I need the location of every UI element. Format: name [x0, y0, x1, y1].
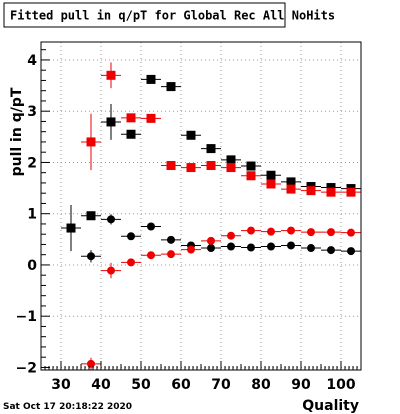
data-point: [147, 251, 155, 260]
data-point: [207, 244, 215, 253]
data-point: [267, 227, 275, 236]
data-point: [147, 222, 155, 231]
data-point: [307, 228, 315, 237]
timestamp: Sat Oct 17 20:18:22 2020: [3, 402, 132, 412]
title-box: Fitted pull in q/pT for Global Rec All N…: [3, 2, 335, 28]
x-tick-label: 40: [91, 377, 111, 393]
title-frame: [3, 2, 286, 28]
data-point: [246, 171, 256, 181]
data-point: [66, 223, 76, 233]
data-point: [206, 144, 216, 154]
data-point: [227, 242, 235, 251]
data-point: [286, 177, 296, 187]
data-point: [146, 113, 156, 123]
chart-title: Fitted pull in q/pT for Global Rec All N…: [10, 9, 335, 23]
data-point: [106, 70, 116, 80]
data-point: [286, 184, 296, 194]
data-point: [226, 155, 236, 165]
data-point: [266, 179, 276, 189]
data-point: [226, 163, 236, 173]
data-point: [127, 232, 135, 241]
data-point: [247, 226, 255, 235]
data-point: [167, 250, 175, 259]
data-point: [307, 244, 315, 253]
y-tick-label: 4: [27, 53, 37, 69]
data-point: [207, 236, 215, 245]
y-tick-label: −1: [16, 309, 37, 325]
axes: 30 40 50 60 70 80 90 100 −2 −1 0 1 2 3 4: [16, 49, 362, 393]
data-point: [246, 161, 256, 171]
data-point: [166, 82, 176, 92]
y-tick-label: 2: [27, 155, 37, 171]
y-tick-label: 1: [27, 207, 37, 223]
x-tick-label: 70: [211, 377, 231, 393]
grid: [41, 42, 361, 370]
data-point: [87, 252, 95, 261]
y-tick-label: 3: [27, 104, 37, 120]
data-point: [327, 228, 335, 237]
data-point: [267, 242, 275, 251]
x-tick-label: 30: [51, 377, 71, 393]
y-tick-label: 0: [27, 258, 37, 274]
x-tick-label: 90: [291, 377, 311, 393]
y-axis-label: pull in q/pT: [9, 87, 25, 176]
x-axis-label: Quality: [302, 398, 359, 414]
series-red-circle: [81, 226, 361, 370]
y-tick-label: −2: [16, 360, 37, 376]
series-black-circle: [81, 214, 361, 263]
data-point: [186, 163, 196, 173]
data-point: [166, 161, 176, 171]
x-tick-label: 60: [171, 377, 191, 393]
data-point: [206, 161, 216, 171]
data-point: [287, 226, 295, 235]
data-point: [106, 117, 116, 127]
data-point: [326, 183, 336, 193]
data-point: [306, 186, 316, 196]
data-point: [186, 130, 196, 140]
plot-frame: [40, 41, 362, 371]
x-tick-label: 100: [326, 377, 355, 393]
data-point: [107, 266, 115, 275]
data-point: [347, 228, 355, 237]
data-point: [227, 231, 235, 240]
x-tick-label: 50: [131, 377, 151, 393]
data-point: [86, 137, 96, 147]
x-tick-label: 80: [251, 377, 271, 393]
plot-area: [61, 62, 361, 370]
data-point: [126, 113, 136, 123]
data-point: [127, 258, 135, 267]
data-point: [107, 215, 115, 224]
data-point: [347, 247, 355, 256]
data-point: [87, 359, 95, 368]
data-point: [327, 246, 335, 255]
data-point: [146, 74, 156, 84]
data-point: [287, 241, 295, 250]
data-point: [247, 243, 255, 252]
data-point: [346, 187, 356, 197]
series-red-square: [81, 62, 361, 197]
data-point: [326, 187, 336, 197]
data-point: [167, 235, 175, 244]
data-point: [86, 211, 96, 221]
data-point: [187, 245, 195, 254]
data-point: [126, 129, 136, 139]
data-point: [266, 170, 276, 180]
